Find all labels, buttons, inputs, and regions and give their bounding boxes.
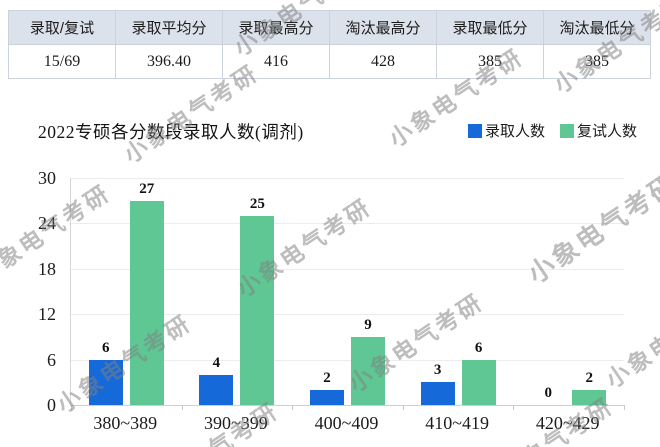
bar-reexam-count: [240, 215, 275, 405]
y-axis-tick-label: 30: [38, 168, 56, 188]
x-tick: [71, 405, 72, 410]
x-axis-tick-label: 400~409: [314, 413, 379, 433]
bar-value-label: 4: [212, 354, 221, 371]
stats-table: 录取/复试 录取平均分 录取最高分 淘汰最高分 录取最低分 淘汰最低分 15/69 396.…: [8, 10, 651, 79]
x-tick: [624, 405, 625, 410]
x-axis-tick-label: 420~429: [535, 413, 600, 433]
table-value-cell: 428: [329, 44, 437, 79]
legend-item-reexam-count[interactable]: 复试人数: [559, 120, 637, 141]
bar-admit-count: [88, 359, 123, 405]
legend-item-admit-count[interactable]: 录取人数: [467, 120, 545, 141]
legend-swatch-admit-count: [467, 123, 482, 138]
table-header-cell: 淘汰最高分: [329, 10, 437, 45]
y-axis-tick-label: 24: [38, 213, 56, 234]
bar-value-label: 9: [364, 316, 372, 333]
table-header-cell: 录取最高分: [222, 10, 330, 45]
table-header-cell: 录取/复试: [8, 10, 116, 45]
legend-label: 复试人数: [576, 123, 637, 140]
y-axis-tick-label: 6: [47, 349, 56, 370]
gridline: [71, 359, 624, 361]
y-axis-tick-label: 0: [47, 395, 56, 415]
table-value-cell: 385: [543, 44, 651, 79]
bar-reexam-count: [461, 359, 496, 405]
bar-value-label: 3: [433, 362, 442, 379]
table-header-row: 录取/复试 录取平均分 录取最高分 淘汰最高分 录取最低分 淘汰最低分: [8, 10, 651, 45]
bar-value-label: 27: [139, 180, 155, 197]
bar-reexam-count: [572, 389, 607, 405]
x-axis-tick-label: 380~389: [93, 413, 158, 433]
bar-admit-count: [310, 389, 344, 405]
bar-value-label: 2: [323, 369, 331, 386]
chart-title: 2022专硕各分数段录取人数(调剂): [38, 122, 304, 142]
bar-reexam-count: [351, 336, 385, 405]
x-tick: [292, 405, 294, 410]
bar-value-label: 6: [474, 339, 483, 356]
table-value-cell: 15/69: [8, 44, 116, 79]
x-axis-tick-label: 410~419: [425, 413, 489, 433]
bar-value-label: 2: [585, 369, 593, 386]
table-header-cell: 淘汰最低分: [543, 10, 651, 45]
chart-legend: 录取人数 复试人数: [467, 120, 637, 141]
table-value-row: 15/69 396.40 416 428 385 385: [8, 44, 651, 79]
gridline: [71, 268, 624, 270]
bar-reexam-count: [129, 200, 164, 405]
x-axis-tick-label: 390~399: [204, 413, 268, 433]
bar-value-label: 6: [102, 339, 110, 356]
bar-admit-count: [420, 382, 455, 405]
gridline: [71, 223, 624, 225]
gridline: [71, 178, 624, 179]
x-tick: [513, 405, 515, 410]
y-axis-tick-label: 12: [38, 304, 56, 325]
bar-value-label: 0: [544, 385, 552, 401]
x-tick: [181, 405, 183, 410]
plot-area: 6 27 4 25 2 9 3 6 0 2: [70, 178, 625, 410]
legend-swatch-reexam-count: [559, 123, 574, 138]
table-header-cell: 录取平均分: [115, 10, 223, 45]
table-value-cell: 385: [436, 44, 544, 79]
table-header-cell: 录取最低分: [436, 10, 544, 45]
y-axis-tick-label: 18: [38, 258, 56, 279]
table-value-cell: 416: [222, 44, 330, 79]
bar-admit-count: [199, 374, 234, 405]
x-tick: [402, 405, 404, 410]
legend-label: 录取人数: [484, 123, 545, 140]
gridline: [71, 314, 624, 316]
table-value-cell: 396.40: [115, 44, 223, 79]
bar-value-label: 25: [249, 195, 265, 212]
